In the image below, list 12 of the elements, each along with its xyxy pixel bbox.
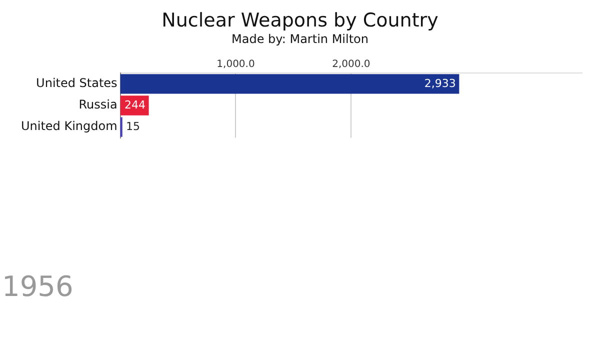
x-tick-label: 1,000.0 [216,58,255,70]
y-tick-label: Russia [78,98,118,112]
chart-subtitle: Made by: Martin Milton [232,32,368,46]
chart-title: Nuclear Weapons by Country [162,9,438,32]
y-tick-label: United Kingdom [20,119,118,134]
x-tick-label: 2,000.0 [332,58,370,70]
y-tick-label: United States [36,76,118,90]
bar [120,74,460,94]
data-label: 15 [126,120,140,133]
data-label: 2,933 [424,76,456,90]
data-label: 244 [124,98,146,112]
text: 1956 [2,270,74,303]
